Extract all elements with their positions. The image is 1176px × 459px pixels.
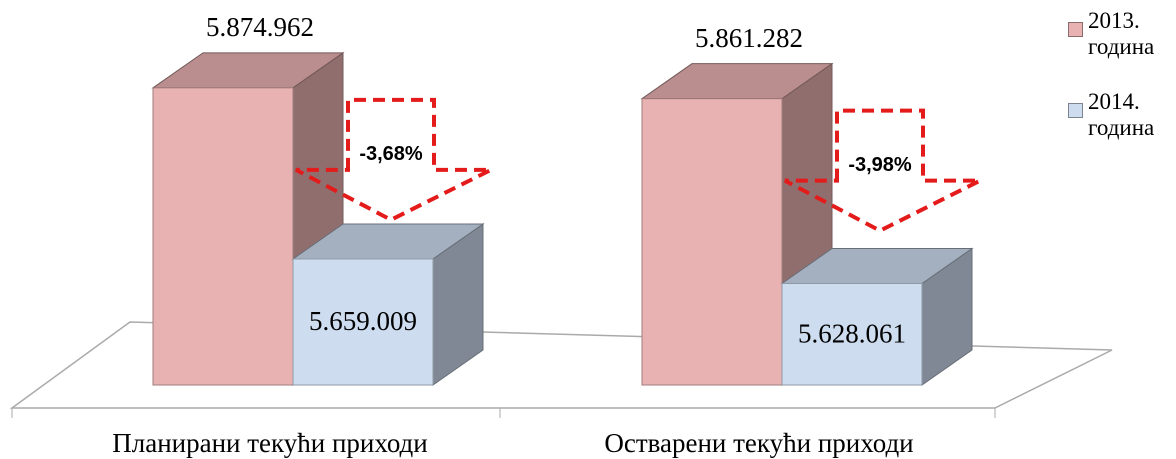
legend-swatch — [1068, 103, 1083, 118]
change-arrow — [295, 97, 492, 223]
bar — [292, 258, 434, 386]
value-label: 5.874.962 — [206, 12, 314, 42]
value-label: 5.659.009 — [309, 306, 417, 336]
value-label: 5.861.282 — [695, 23, 803, 53]
annotation: -3,98% — [848, 154, 912, 176]
bar — [641, 98, 783, 386]
value-label: 5.628.061 — [798, 318, 906, 348]
legend-swatch — [1068, 22, 1083, 37]
legend-label: 2014. година — [1088, 89, 1155, 140]
x-tick-label: Планирани текући приходи — [112, 428, 427, 458]
bar — [781, 283, 923, 386]
annotation: -3,68% — [359, 143, 423, 165]
change-arrow — [784, 108, 981, 233]
legend-label: 2013. година — [1088, 8, 1155, 59]
x-tick-label: Остварени текући приходи — [604, 428, 913, 458]
bar — [152, 87, 294, 386]
